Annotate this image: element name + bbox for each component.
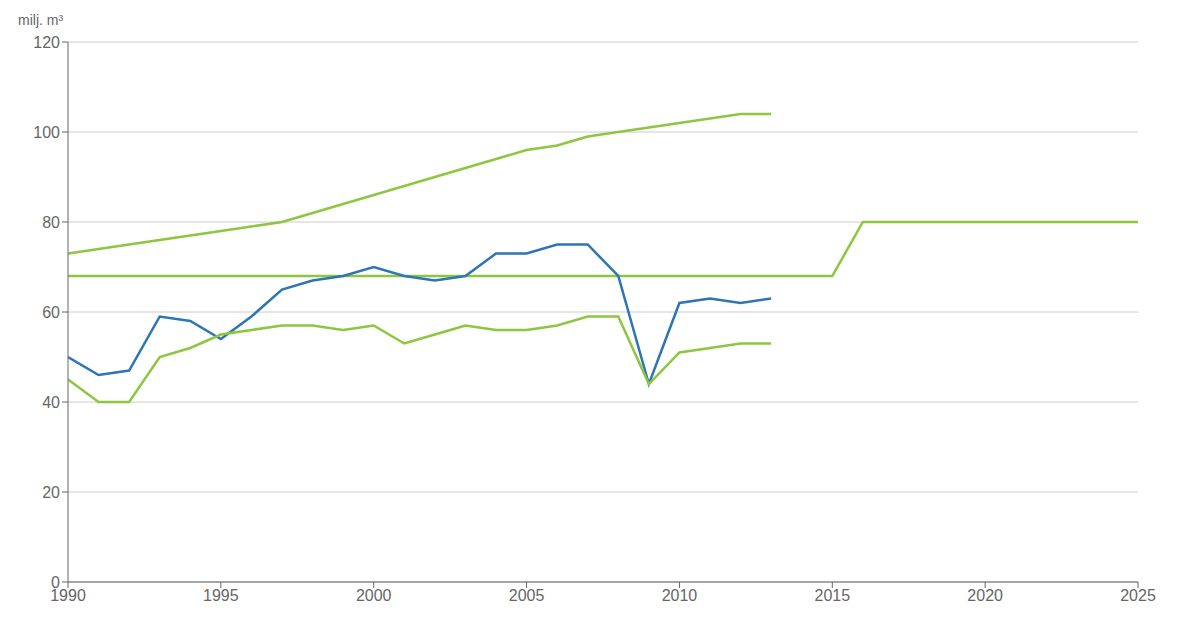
svg-text:120: 120 (33, 34, 60, 51)
svg-text:2015: 2015 (814, 587, 850, 604)
svg-text:2010: 2010 (662, 587, 698, 604)
svg-text:2005: 2005 (509, 587, 545, 604)
svg-text:40: 40 (42, 394, 60, 411)
svg-text:2000: 2000 (356, 587, 392, 604)
svg-text:60: 60 (42, 304, 60, 321)
svg-text:20: 20 (42, 484, 60, 501)
html-text:milj. m³: milj. m³ (18, 12, 64, 28)
svg-text:1995: 1995 (203, 587, 239, 604)
svg-text:1990: 1990 (50, 587, 86, 605)
svg-text:100: 100 (33, 124, 60, 141)
svg-text:80: 80 (42, 214, 60, 231)
svg-text:2020: 2020 (967, 587, 1003, 604)
svg-text:2025: 2025 (1120, 587, 1156, 604)
svg-text:0: 0 (51, 574, 60, 591)
